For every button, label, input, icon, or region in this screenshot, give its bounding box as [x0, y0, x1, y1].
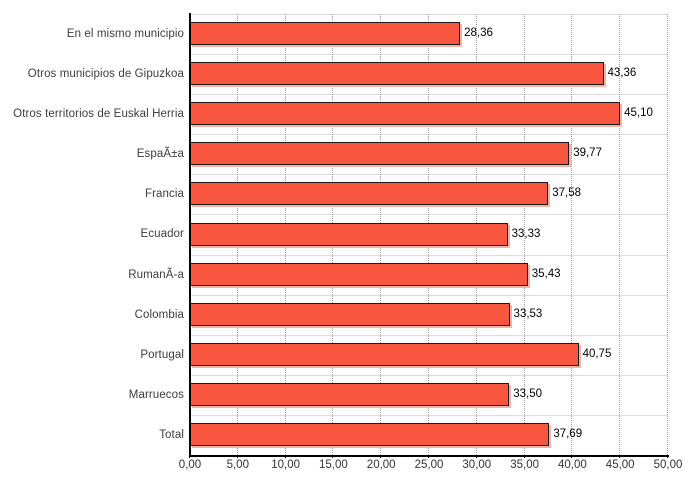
x-tick-mark	[475, 455, 477, 458]
x-tick-label: 15,00	[319, 459, 348, 471]
x-tick-label: 50,00	[653, 459, 683, 471]
x-tick-mark	[428, 455, 429, 458]
x-tick-mark	[380, 455, 382, 458]
bar-11	[190, 422, 550, 446]
x-axis-line	[189, 454, 669, 457]
x-tick-mark	[667, 455, 668, 458]
value-label: 33,53	[513, 307, 543, 320]
bar-2	[190, 62, 604, 86]
x-tick-mark	[619, 455, 621, 458]
value-label: 28,36	[464, 27, 493, 40]
vertical-gridline	[619, 14, 621, 455]
x-tick-label: 0,00	[178, 459, 202, 471]
bar-10	[190, 382, 510, 406]
x-tick-label: 35,00	[510, 459, 539, 471]
row-gridline	[190, 174, 668, 176]
row-gridline	[190, 134, 668, 136]
x-tick-label: 40,00	[558, 459, 587, 471]
x-tick-label: 20,00	[366, 459, 396, 471]
x-tick-mark	[332, 455, 334, 458]
vertical-gridline	[523, 14, 525, 455]
row-gridline	[190, 294, 668, 296]
row-gridline	[190, 254, 668, 256]
bar-8	[190, 302, 510, 326]
x-tick-mark	[284, 455, 286, 458]
row-gridline	[190, 334, 668, 336]
row-gridline	[190, 14, 668, 15]
category-label: Total	[159, 428, 184, 441]
category-label: Ecuador	[140, 228, 184, 241]
bar-4	[190, 142, 570, 166]
category-axis-labels: En el mismo municipio Otros municipios de…	[0, 14, 184, 455]
value-label: 45,10	[624, 107, 653, 120]
vertical-gridline	[571, 14, 573, 455]
x-tick-label: 10,00	[271, 459, 300, 471]
category-label: EspaÃ±a	[136, 148, 184, 161]
x-tick-label: 5,00	[226, 459, 249, 471]
value-label: 39,77	[573, 147, 602, 160]
value-label: 37,69	[553, 427, 583, 440]
value-label: 43,36	[607, 67, 637, 80]
bar-9	[190, 342, 579, 366]
plot-area: 28,36 43,36 45,10 39,77 37,58 33,33 35,43 33,53…	[189, 13, 669, 457]
category-label: En el mismo municipio	[66, 28, 184, 41]
row-gridline	[190, 414, 668, 416]
x-tick-mark	[189, 455, 190, 458]
x-tick-mark	[236, 455, 238, 458]
x-tick-label: 45,00	[605, 459, 635, 471]
category-label: Otros territorios de Euskal Herria	[13, 108, 184, 121]
x-tick-mark	[523, 455, 525, 458]
category-label: Marruecos	[128, 388, 184, 401]
x-tick-label: 25,00	[414, 459, 444, 471]
category-label: Francia	[144, 188, 184, 201]
value-label: 37,58	[552, 187, 582, 200]
bar-1	[190, 22, 461, 46]
bar-6	[190, 222, 508, 246]
bar-5	[190, 182, 549, 206]
value-label: 40,75	[582, 347, 612, 360]
category-label: Otros municipios de Gipuzkoa	[27, 68, 184, 81]
y-axis-line	[189, 13, 191, 456]
category-label: Portugal	[140, 348, 184, 361]
category-label: Colombia	[134, 308, 184, 321]
x-axis-tick-labels: 0,00 5,00 10,00 15,00 20,00 25,00 30,00 35,00 40…	[179, 459, 683, 475]
x-tick-mark	[571, 455, 573, 458]
category-label: RumanÃ-a	[128, 268, 184, 281]
vertical-gridline	[667, 14, 668, 455]
row-gridline	[190, 94, 668, 96]
row-gridline	[190, 214, 668, 216]
value-label: 35,43	[531, 267, 561, 280]
row-gridline	[190, 54, 668, 56]
bar-3	[190, 102, 621, 126]
value-label: 33,50	[513, 387, 543, 400]
x-tick-label: 30,00	[462, 459, 492, 471]
bar-7	[190, 262, 528, 286]
row-gridline	[190, 374, 668, 376]
value-label: 33,33	[511, 227, 541, 240]
